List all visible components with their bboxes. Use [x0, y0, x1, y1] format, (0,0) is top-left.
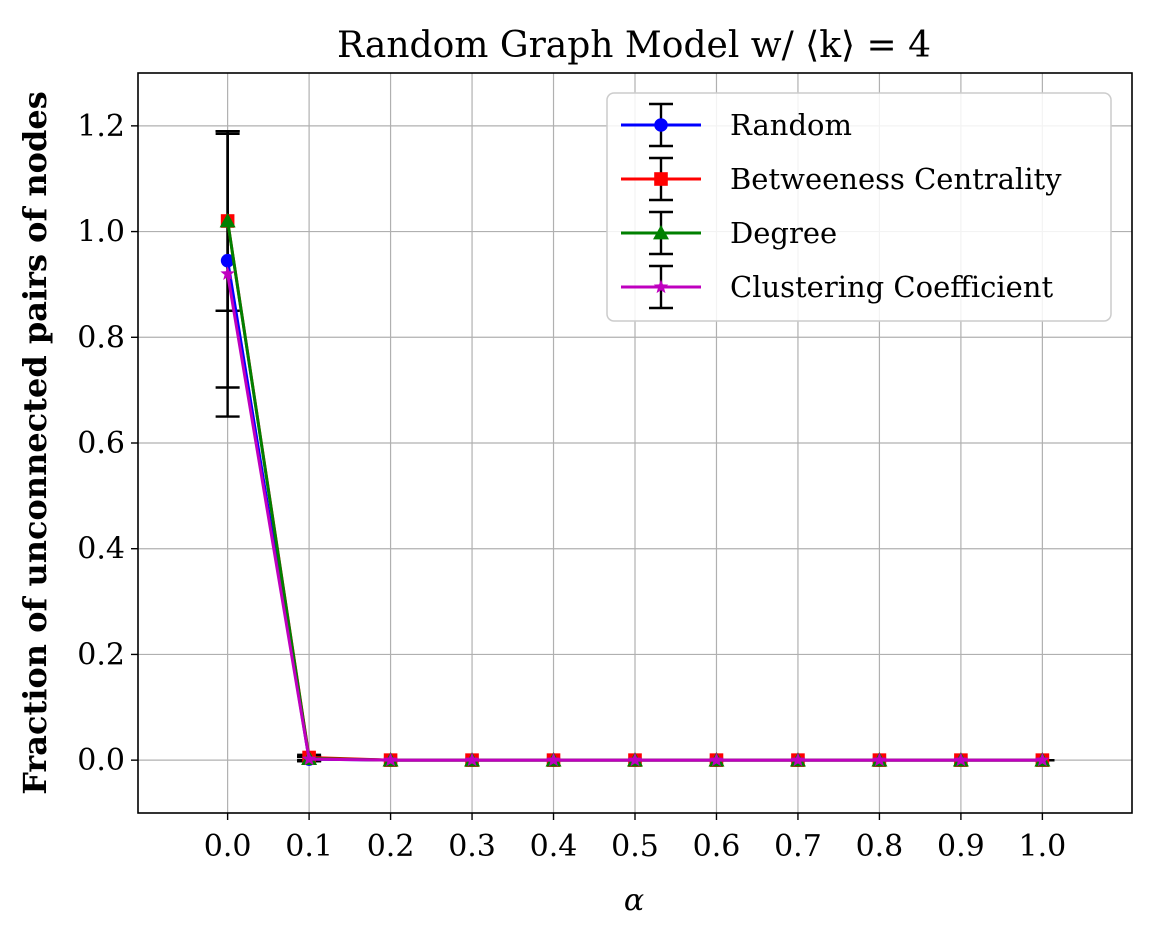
data-point	[383, 752, 398, 767]
x-tick-label: 0.0	[204, 829, 252, 864]
x-tick-label: 0.2	[367, 829, 415, 864]
x-tick-label: 0.5	[611, 829, 659, 864]
y-tick-label: 0.4	[77, 532, 125, 567]
x-tick-label: 0.8	[856, 829, 904, 864]
data-point	[546, 752, 561, 767]
legend-entry: Random	[621, 102, 852, 148]
legend-marker	[654, 172, 668, 186]
ticks: 0.0 0.1 0.2 0.3 0.4 0.5 0.6 0.7 0.8 0.9 1.0 0.0 0.2 0…	[77, 109, 1066, 864]
data-point	[220, 266, 235, 281]
x-tick-label: 0.3	[448, 829, 496, 864]
data-point	[1035, 752, 1050, 767]
data-point	[627, 752, 643, 767]
data-point	[464, 752, 480, 767]
x-axis-label: α	[624, 883, 644, 918]
y-tick-label: 0.2	[77, 637, 125, 672]
x-tick-label: 0.1	[285, 829, 333, 864]
legend-box	[606, 92, 1112, 322]
x-tick-label: 0.6	[693, 829, 741, 864]
x-tick-label: 1.0	[1019, 829, 1067, 864]
legend-label: Betweeness Centrality	[730, 162, 1062, 196]
y-axis-label: Fraction of unconnected pairs of nodes	[16, 91, 54, 794]
y-tick-label: 0.0	[77, 743, 125, 778]
data-point	[953, 752, 969, 767]
y-tick-label: 1.0	[77, 215, 125, 250]
x-tick-label: 0.7	[774, 829, 822, 864]
series-group	[220, 266, 1050, 767]
legend-entry: Betweeness Centrality	[621, 156, 1062, 202]
x-tick-label: 0.4	[530, 829, 578, 864]
legend-label: Random	[730, 108, 852, 142]
legend-marker	[653, 279, 669, 294]
data-point	[872, 752, 887, 767]
y-tick-label: 0.6	[77, 426, 125, 461]
legend-label: Clustering Coefficient	[730, 270, 1053, 304]
data-point	[220, 253, 235, 268]
data-point	[709, 752, 724, 767]
data-point	[301, 751, 317, 766]
legend-entry: Clustering Coefficient	[621, 264, 1053, 310]
y-tick-label: 0.8	[77, 320, 125, 355]
legend: Random Betweeness Centrality Degree Cluster…	[606, 92, 1112, 322]
legend-entry: Degree	[621, 210, 837, 256]
data-point	[219, 213, 236, 228]
legend-marker	[654, 118, 668, 132]
y-tick-label: 1.2	[77, 109, 125, 144]
data-point	[790, 752, 806, 767]
legend-label: Degree	[730, 216, 837, 250]
x-tick-label: 0.9	[937, 829, 985, 864]
legend-marker	[653, 225, 669, 240]
series	[219, 213, 1051, 767]
chart-title: Random Graph Model w/ ⟨k⟩ = 4	[337, 25, 931, 66]
